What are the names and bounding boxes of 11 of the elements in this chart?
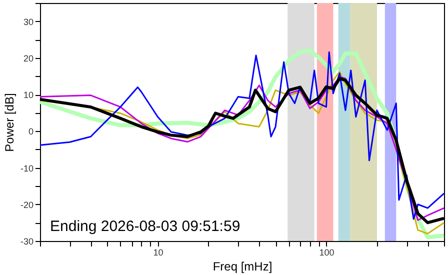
- y-tick-label: 10: [23, 90, 34, 100]
- x-tick-label: 100: [319, 248, 334, 258]
- y-tick-label: 0: [28, 126, 34, 137]
- y-tick-label: 30: [23, 16, 34, 27]
- annotation: Ending 2026-08-03 09:51:59: [50, 218, 240, 235]
- y-tick-label: -10: [20, 163, 34, 174]
- y-tick-label: 20: [23, 53, 34, 64]
- y-axis-title: Power [dB]: [2, 93, 16, 152]
- x-axis-title: Freq [mHz]: [212, 260, 272, 274]
- y-tick-label: -20: [20, 200, 34, 210]
- y-tick-label: -30: [20, 236, 34, 246]
